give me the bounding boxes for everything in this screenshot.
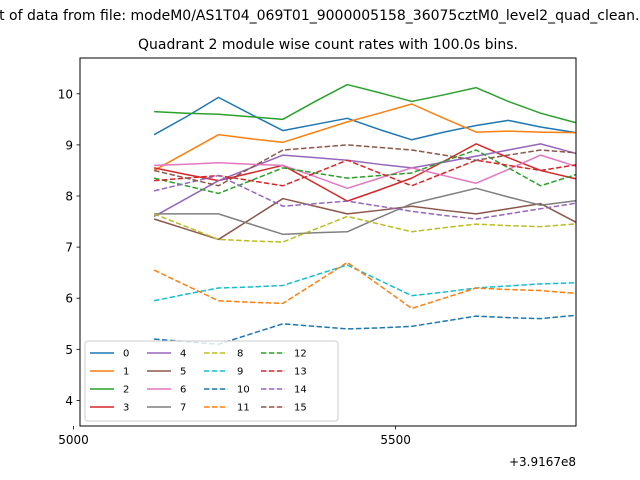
y-tick-label: 9: [65, 138, 73, 152]
y-tick-label: 7: [65, 241, 73, 255]
series-layer: [153, 83, 576, 345]
legend-label-12: 12: [294, 349, 307, 360]
y-axis: 4 5 6 7 8 9 10: [58, 87, 80, 408]
chart-title: Quadrant 2 module wise count rates with …: [138, 37, 518, 53]
x-tick-label: 5500: [380, 433, 411, 447]
legend-label-14: 14: [294, 385, 307, 396]
legend-label-6: 6: [180, 385, 186, 396]
legend-label-10: 10: [237, 385, 250, 396]
series-line-7: [154, 187, 576, 236]
legend-label-7: 7: [180, 403, 186, 414]
series-line-12: [153, 149, 576, 195]
y-tick-label: 4: [65, 394, 73, 408]
series-line-3: [153, 143, 576, 202]
figure-suptitle: Plot of data from file: modeM0/AS1T04_06…: [0, 8, 640, 24]
legend-label-13: 13: [294, 367, 307, 378]
legend-label-3: 3: [123, 403, 129, 414]
y-tick-label: 5: [65, 343, 73, 357]
legend-box: [84, 340, 339, 422]
series-line-4: [153, 143, 576, 218]
x-axis: 500055006000650070007500: [58, 426, 411, 447]
legend-label-1: 1: [123, 367, 129, 378]
series-line-2: [154, 83, 576, 124]
y-tick-label: 6: [65, 292, 73, 306]
x-axis-offset-label: +3.9167e8: [509, 455, 576, 469]
legend-label-15: 15: [294, 403, 307, 414]
series-line-14: [153, 174, 576, 220]
series-line-5: [153, 197, 576, 241]
legend-label-9: 9: [237, 367, 243, 378]
series-line-0: [153, 96, 576, 141]
y-tick-label: 10: [58, 87, 73, 101]
legend-label-5: 5: [180, 367, 186, 378]
legend-label-4: 4: [180, 349, 186, 360]
x-tick-label: 5000: [58, 433, 89, 447]
legend-label-2: 2: [123, 385, 129, 396]
series-line-6: [154, 154, 576, 190]
series-line-1: [153, 103, 576, 172]
legend-label-11: 11: [237, 403, 250, 414]
legend-label-8: 8: [237, 349, 243, 360]
plot-frame: [79, 57, 577, 427]
legend-label-0: 0: [123, 349, 129, 360]
y-tick-label: 8: [65, 190, 73, 204]
